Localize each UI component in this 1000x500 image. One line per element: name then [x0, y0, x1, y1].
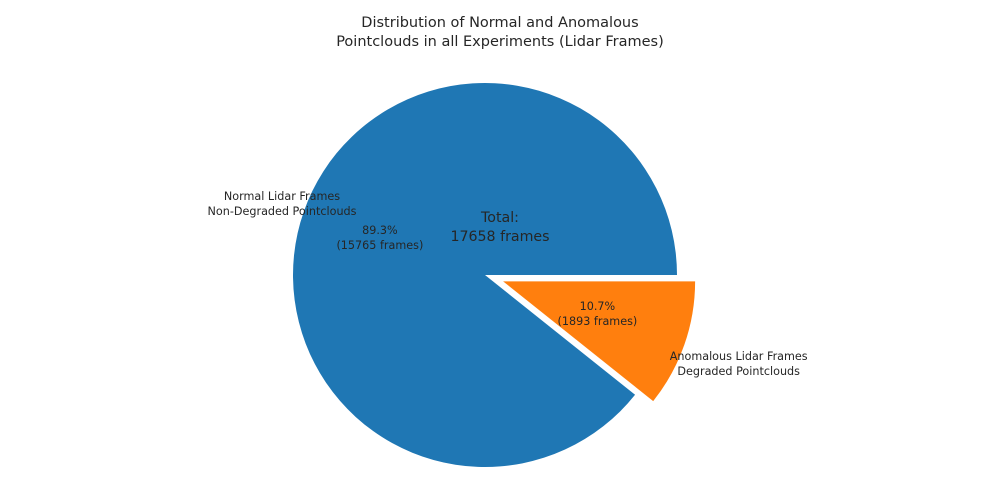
pie-wedge-anomalous-lidar-frames[interactable] [503, 281, 696, 402]
pie-wedge-normal-lidar-frames[interactable] [293, 83, 677, 468]
center-total-annotation: Total: 17658 frames [450, 210, 550, 245]
slice-value-anomalous-lidar-frames: 10.7% (1893 frames) [557, 300, 638, 329]
slice-value-normal-lidar-frames: 89.3% (15765 frames) [336, 224, 424, 253]
chart-title: Distribution of Normal and Anomalous Poi… [336, 15, 664, 50]
slice-label-anomalous-lidar-frames: Anomalous Lidar Frames Degraded Pointclo… [669, 349, 808, 378]
pie-wedge-group [293, 83, 696, 468]
slice-label-normal-lidar-frames: Normal Lidar Frames Non-Degraded Pointcl… [207, 189, 357, 218]
